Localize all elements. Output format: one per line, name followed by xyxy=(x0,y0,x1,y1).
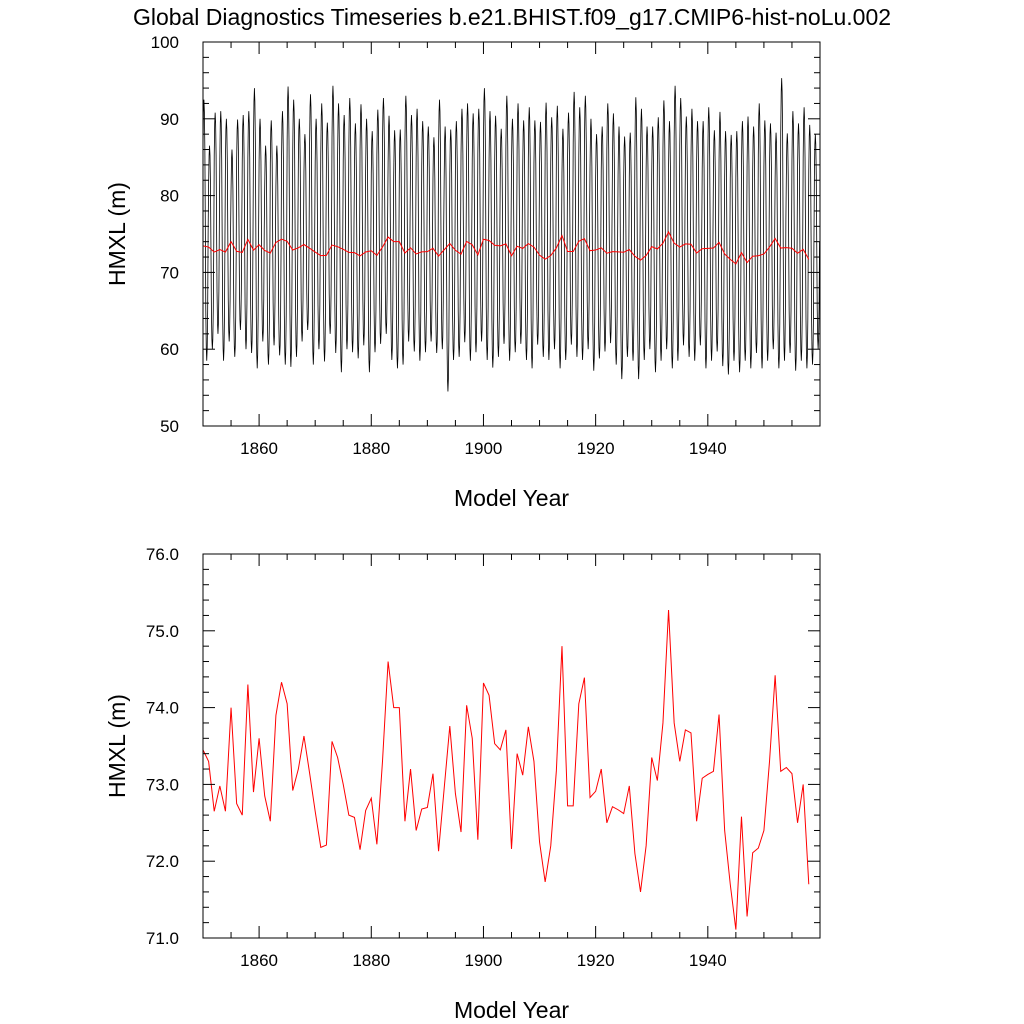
x-tick-label: 1880 xyxy=(352,951,390,970)
y-tick-label: 75.0 xyxy=(146,622,179,641)
y-axis-label: HMXL (m) xyxy=(104,694,130,798)
bottom-panel: 1860 1880 1900 1920 1940 71.0 72.0 73.0 74.0 75.0… xyxy=(104,545,821,1023)
x-tick-label: 1860 xyxy=(240,439,278,458)
y-tick-label: 73.0 xyxy=(146,775,179,794)
x-tick-label: 1880 xyxy=(352,439,390,458)
y-tick-label: 80 xyxy=(160,187,179,206)
annual-mean-series-line xyxy=(203,230,810,265)
x-tick-label: 1940 xyxy=(689,439,727,458)
x-tick-label: 1920 xyxy=(577,439,615,458)
y-tick-label: 74.0 xyxy=(146,699,179,718)
y-tick-label: 71.0 xyxy=(146,929,179,948)
y-tick-label: 76.0 xyxy=(146,545,179,564)
y-tick-label: 90 xyxy=(160,110,179,129)
y-tick-label: 72.0 xyxy=(146,852,179,871)
x-axis-label: Model Year xyxy=(454,997,569,1023)
plot-frame xyxy=(202,553,821,939)
y-tick-label: 100 xyxy=(151,33,179,52)
x-tick-label: 1940 xyxy=(689,951,727,970)
top-panel: 1860 1880 1900 1920 1940 50 60 70 80 90 100 Model Y… xyxy=(104,33,821,511)
x-tick-label: 1900 xyxy=(465,951,503,970)
x-tick-label: 1900 xyxy=(465,439,503,458)
y-axis-label: HMXL (m) xyxy=(104,182,130,286)
figure-title: Global Diagnostics Timeseries b.e21.BHIS… xyxy=(133,4,891,30)
x-tick-label: 1860 xyxy=(240,951,278,970)
y-tick-label: 60 xyxy=(160,340,179,359)
y-tick-label: 70 xyxy=(160,263,179,282)
annual-mean-series-line xyxy=(203,610,810,930)
x-tick-label: 1920 xyxy=(577,951,615,970)
plot-frame xyxy=(202,41,821,427)
monthly-series-line xyxy=(203,78,820,392)
x-axis-label: Model Year xyxy=(454,485,569,511)
y-tick-label: 50 xyxy=(160,417,179,436)
